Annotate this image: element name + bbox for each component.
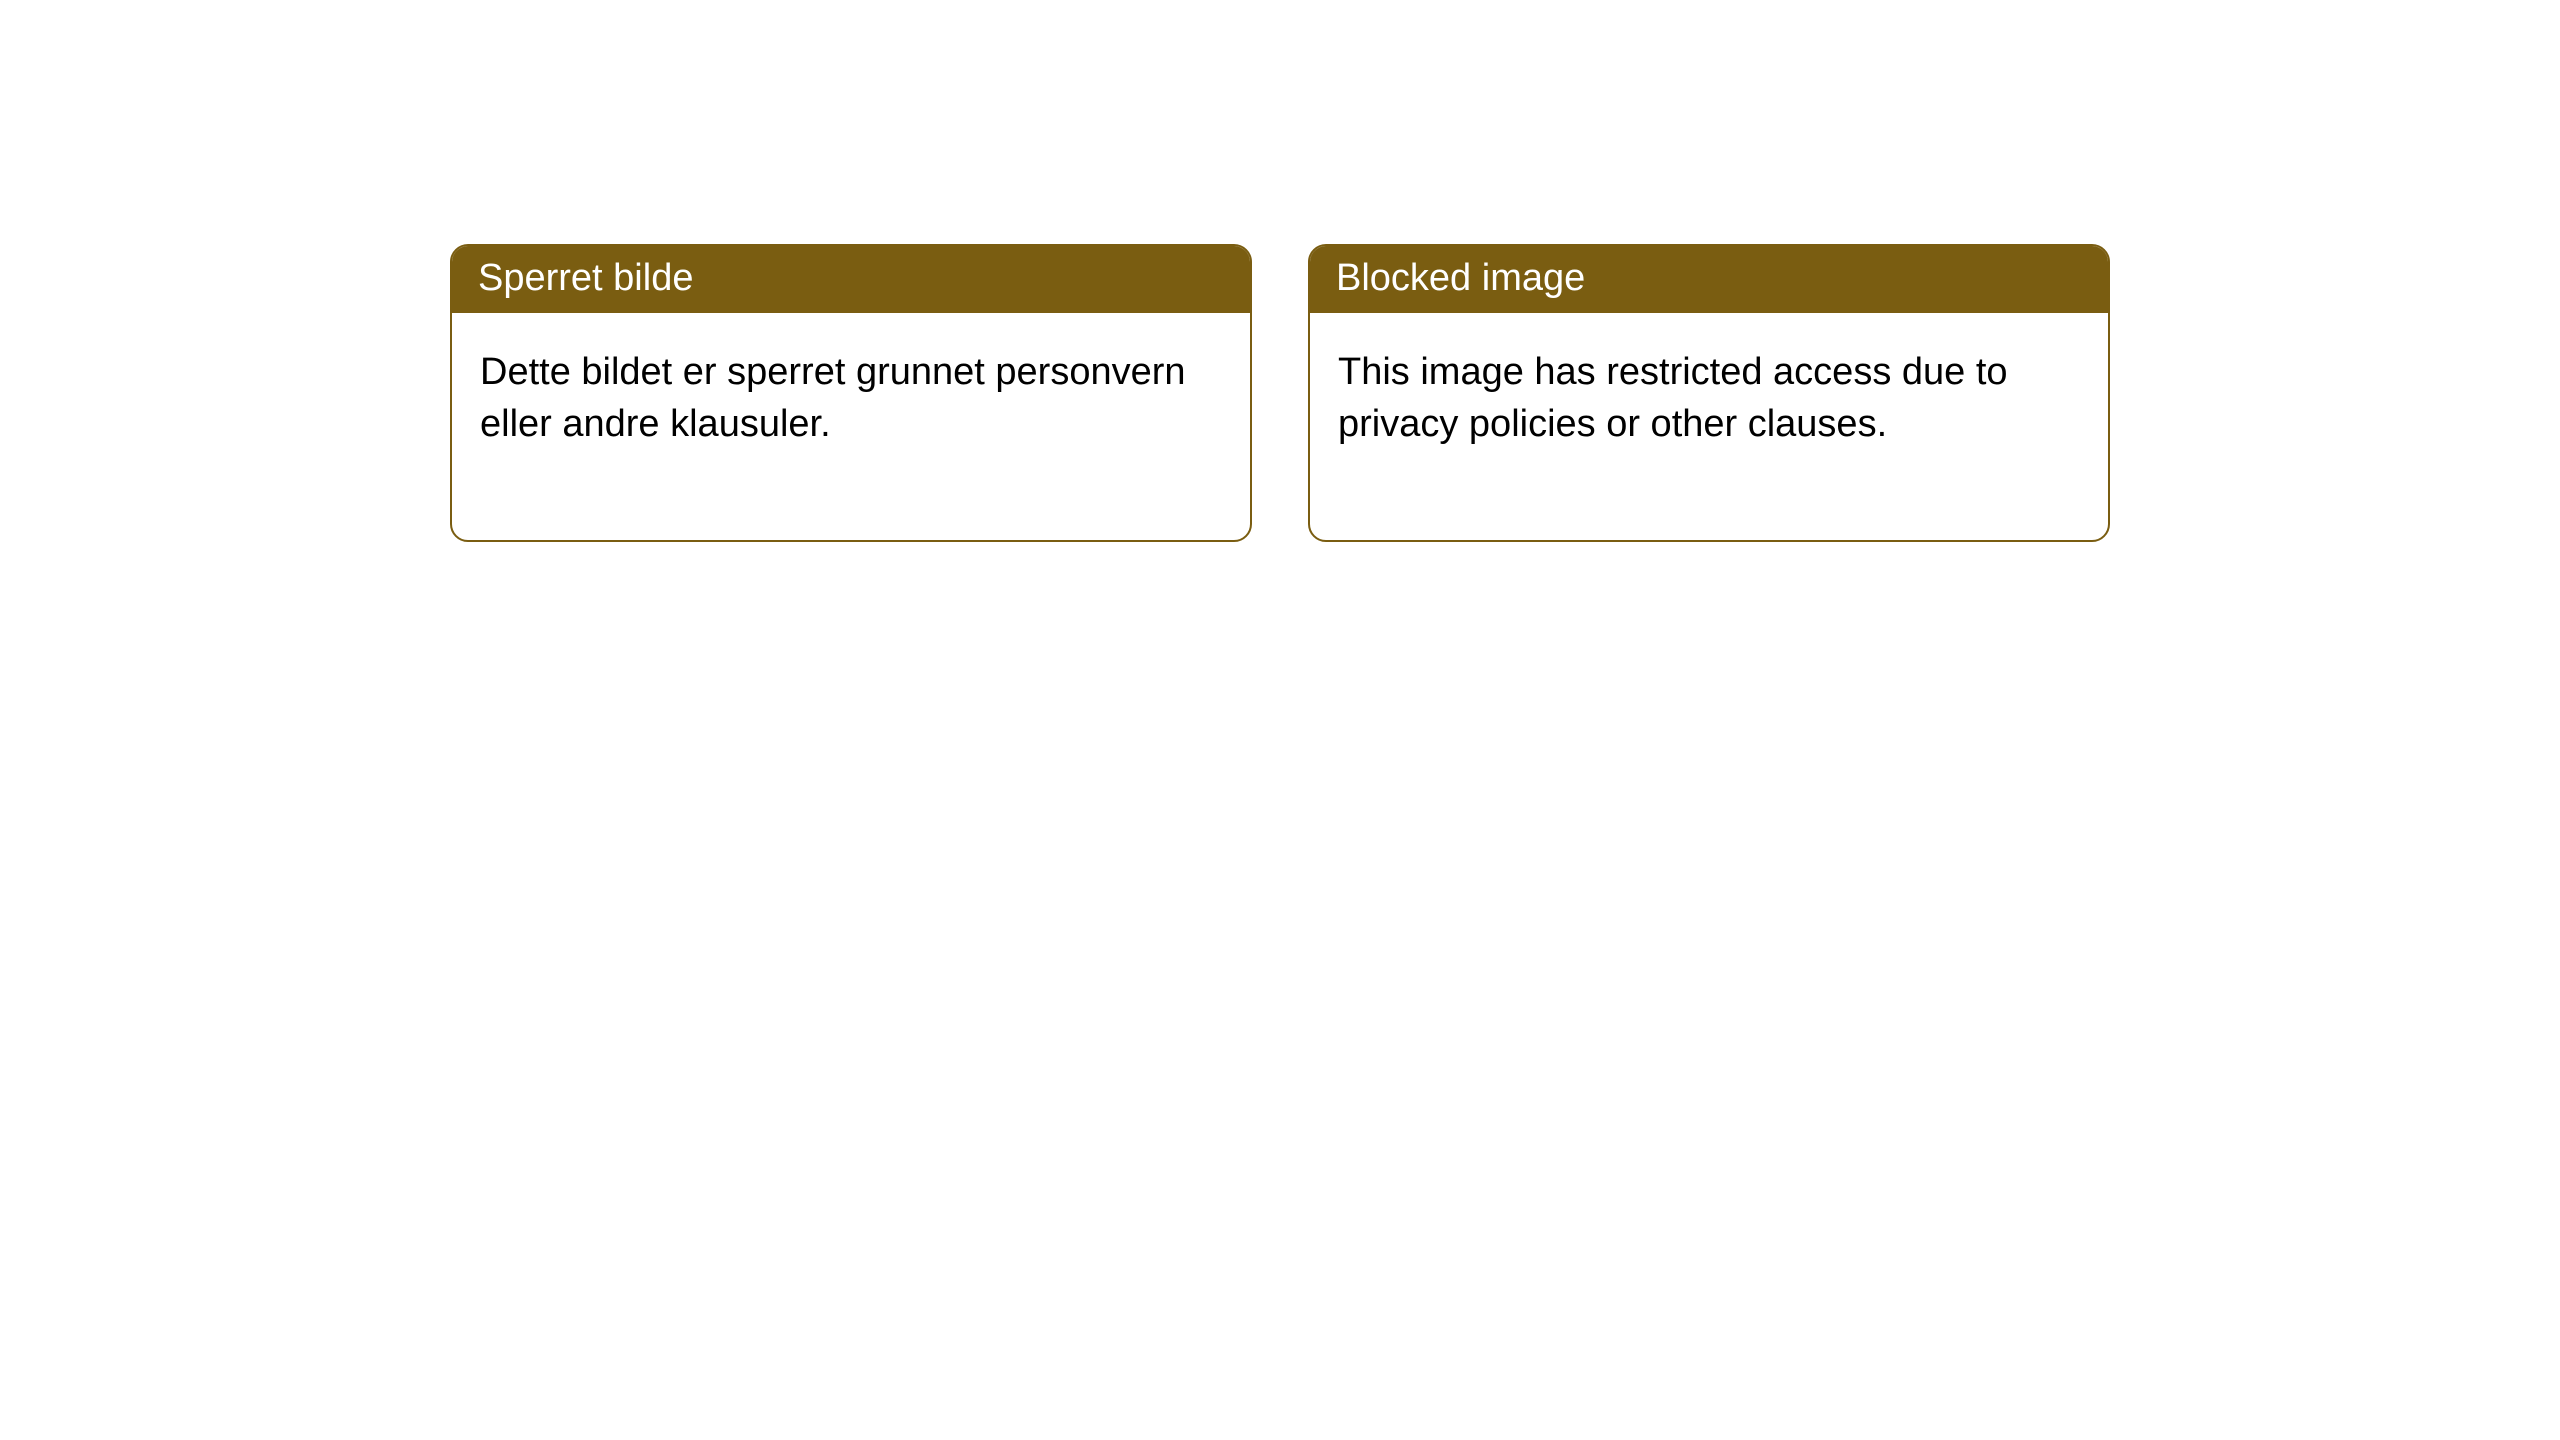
blocked-image-card-no: Sperret bilde Dette bildet er sperret gr…: [450, 244, 1252, 542]
card-title-no: Sperret bilde: [452, 246, 1250, 313]
card-title-en: Blocked image: [1310, 246, 2108, 313]
blocked-image-card-en: Blocked image This image has restricted …: [1308, 244, 2110, 542]
card-message-no: Dette bildet er sperret grunnet personve…: [452, 313, 1250, 540]
notice-container: Sperret bilde Dette bildet er sperret gr…: [0, 0, 2560, 542]
card-message-en: This image has restricted access due to …: [1310, 313, 2108, 540]
